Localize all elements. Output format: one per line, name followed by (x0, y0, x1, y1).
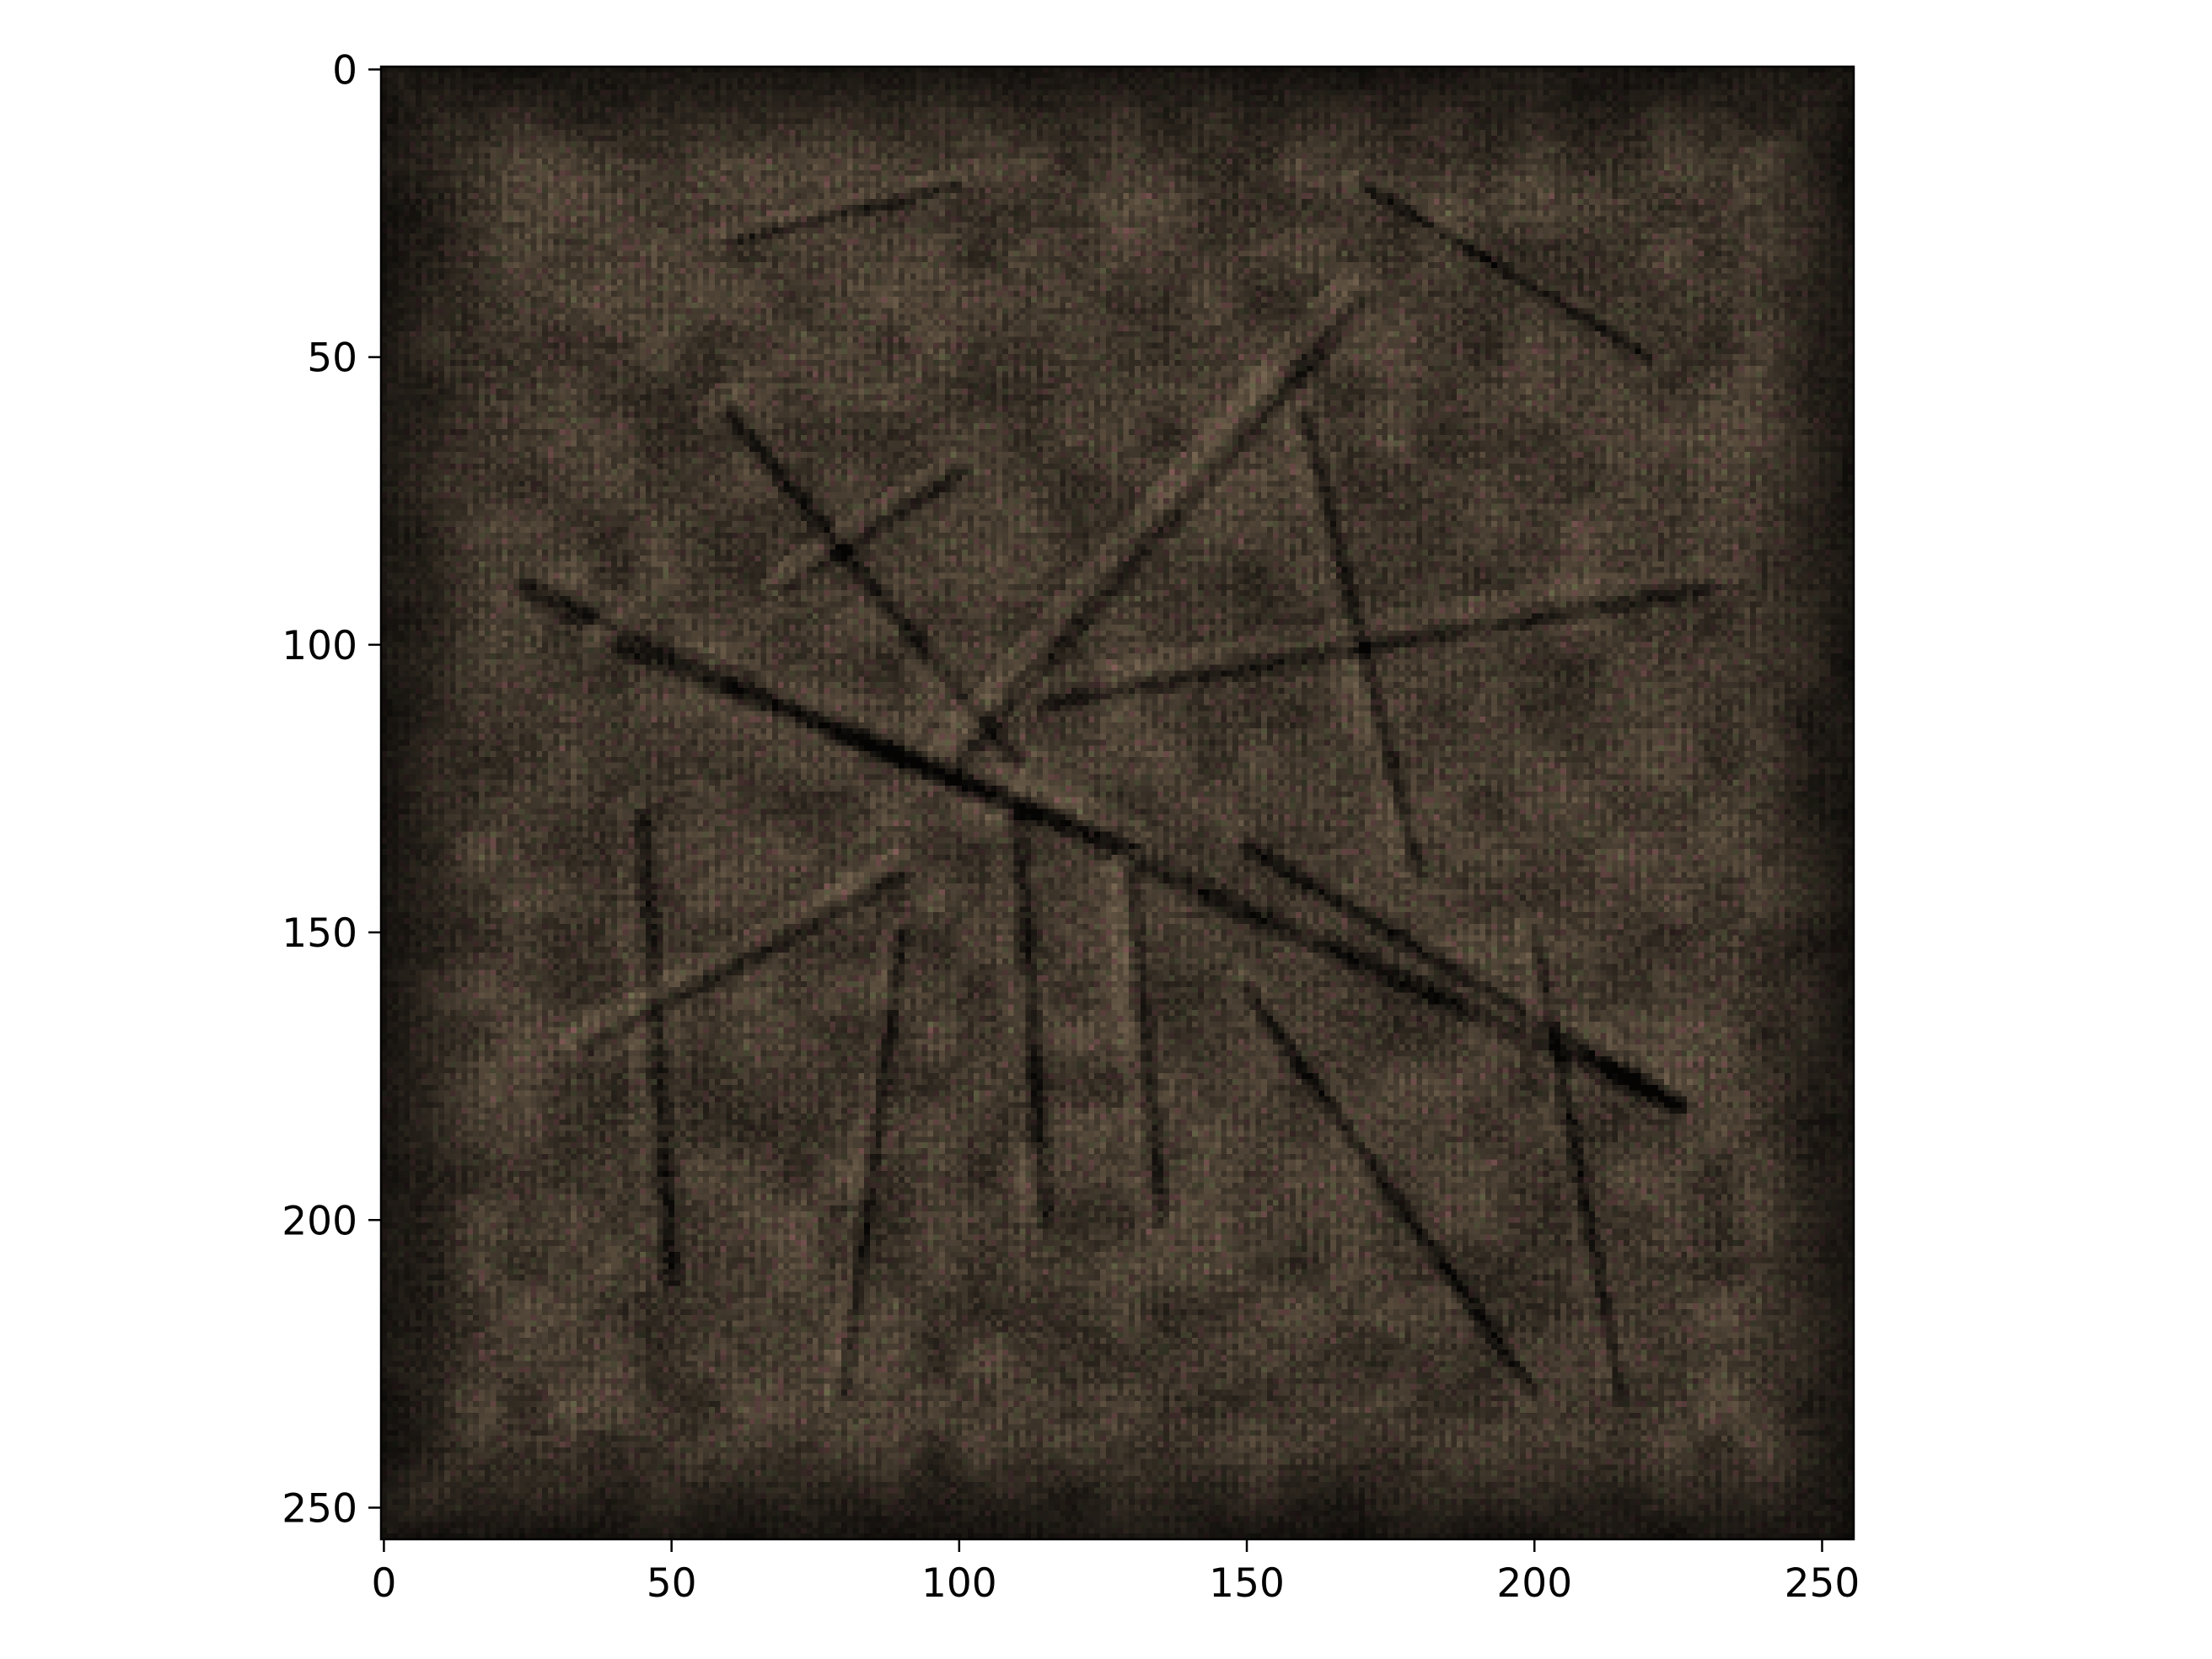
x-axis: 0 50 100 150 200 250 (371, 1539, 1860, 1607)
x-tick-label: 50 (647, 1560, 697, 1607)
x-tick-label: 100 (921, 1560, 997, 1607)
heatmap-image-container (381, 67, 1854, 1539)
y-tick-label: 50 (307, 336, 357, 382)
axes-frame (379, 65, 1855, 1541)
x-tick-label: 200 (1496, 1560, 1572, 1607)
y-tick-label: 200 (282, 1198, 357, 1244)
x-tick-label: 250 (1785, 1560, 1860, 1607)
heatmap-image (381, 67, 1854, 1539)
y-axis: 0 50 100 150 200 250 (282, 47, 381, 1532)
y-tick-label: 250 (282, 1485, 357, 1532)
x-tick-label: 150 (1209, 1560, 1285, 1607)
x-tick-label: 0 (371, 1560, 396, 1607)
y-tick-label: 150 (282, 910, 357, 957)
y-tick-label: 0 (332, 47, 357, 94)
y-tick-label: 100 (282, 623, 357, 669)
